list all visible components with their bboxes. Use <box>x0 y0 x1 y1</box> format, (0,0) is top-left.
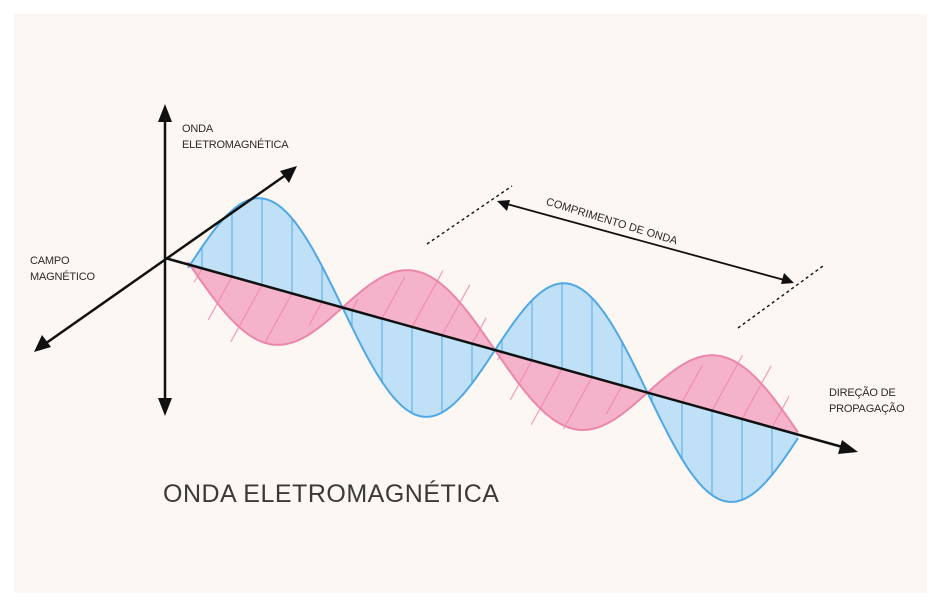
magnetic-wave-hatch <box>207 276 233 321</box>
magnetic-wave-hatch <box>230 284 263 343</box>
arrow-left-icon <box>497 200 510 211</box>
magnetic-wave-hatch <box>441 284 471 336</box>
magnetic-wave-hatch <box>711 354 743 411</box>
propagation-label-line2: PROPAGAÇÃO <box>829 403 905 415</box>
electric-wave-label-line2: ELETROMAGNÉTICA <box>182 139 289 151</box>
propagation-axis <box>164 256 847 450</box>
electric-wave-label-line1: ONDA <box>182 123 213 135</box>
diagram-title: ONDA ELETROMAGNÉTICA <box>163 480 500 508</box>
magnetic-field-label-line2: MAGNÉTICO <box>30 271 95 283</box>
arrow-down-icon <box>158 398 172 416</box>
magnetic-wave-hatch <box>308 301 323 326</box>
wavelength-guide-right <box>737 265 824 329</box>
magnetic-wave-hatch <box>381 276 406 319</box>
magnetic-wave-hatch <box>771 395 790 428</box>
magnetic-wave-hatch <box>562 376 593 430</box>
magnetic-field-label-line1: CAMPO <box>30 255 70 267</box>
magnetic-wave-hatch <box>741 365 772 420</box>
magnetic-wave-hatch <box>509 360 533 401</box>
wavelength-guide-left <box>426 185 513 245</box>
magnetic-wave-hatch <box>351 298 359 311</box>
propagation-label-line1: DIREÇÃO DE <box>829 387 896 399</box>
wavelength-dimension-line <box>502 202 789 282</box>
arrow-right-icon <box>781 273 794 284</box>
arrow-up-icon <box>158 104 172 122</box>
magnetic-wave-hatch <box>530 368 563 426</box>
magnetic-wave-hatch <box>605 385 623 415</box>
magnetic-wave-hatch <box>411 270 444 328</box>
magnetic-wave-outline <box>187 261 799 433</box>
arrow-right-icon <box>280 166 297 183</box>
magnetic-wave-hatch <box>681 364 703 403</box>
magnetic-wave-hatch <box>264 293 293 343</box>
arrow-left-icon <box>34 335 51 352</box>
magnetic-wave-hatch <box>471 317 487 344</box>
arrow-right-icon <box>838 440 858 454</box>
electric-wave-outline <box>187 197 799 503</box>
